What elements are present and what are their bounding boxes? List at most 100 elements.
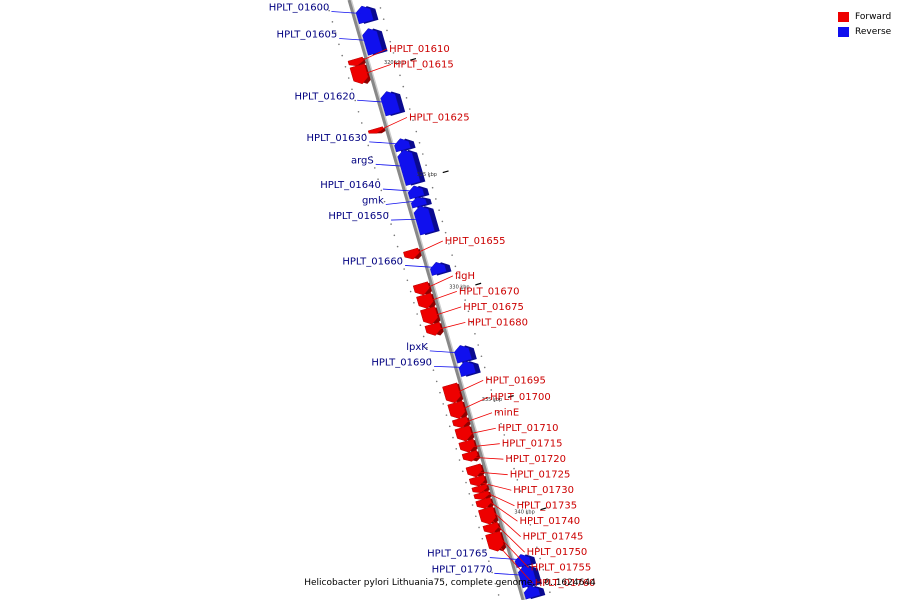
scale-dot — [464, 299, 466, 301]
gene-arrow[interactable] — [413, 205, 436, 236]
scale-tick-label: 320 kbp — [384, 60, 404, 66]
scale-dot — [549, 591, 551, 594]
scale-dot — [419, 324, 422, 327]
scale-tick — [442, 170, 449, 174]
gene-leader-line — [356, 48, 388, 64]
scale-dot — [364, 133, 366, 136]
gene-leader-line — [426, 290, 457, 303]
gene-label: minE — [494, 408, 519, 419]
scale-dot — [448, 425, 451, 428]
gene-leader-line — [405, 265, 436, 268]
gene-arrow[interactable] — [461, 449, 479, 462]
gene-label: HPLT_01745 — [523, 532, 584, 543]
gene-label: HPLT_01750 — [527, 547, 588, 558]
gene-leader-line — [489, 557, 520, 560]
gene-leader-line — [375, 163, 406, 167]
scale-dot — [467, 310, 470, 313]
scale-dot — [396, 245, 399, 248]
scale-dot — [386, 29, 388, 32]
scale-tick — [540, 507, 547, 511]
gene-label: HPLT_01660 — [342, 256, 403, 267]
gene-arrow[interactable] — [407, 185, 425, 200]
gene-leader-line — [412, 240, 443, 256]
gene-arrow[interactable] — [380, 91, 401, 117]
scale-dot — [379, 7, 382, 9]
gene-arrow[interactable] — [451, 416, 469, 428]
gene-arrow[interactable] — [394, 138, 411, 153]
legend-reverse: Reverse — [838, 24, 891, 39]
tick-layer: 320 kbp 325 kbp 330 kbp 335 kbp 340 kbp — [384, 57, 547, 515]
gene-arrow[interactable] — [458, 438, 476, 453]
gene-arrow[interactable] — [355, 5, 374, 25]
scale-dot — [328, 9, 330, 12]
gene-arrow[interactable] — [447, 400, 466, 419]
scale-tick-label: 325 kbp — [417, 172, 437, 178]
scale-dot — [452, 436, 454, 439]
gene-arrow[interactable] — [465, 463, 483, 478]
scale-dot — [439, 391, 441, 394]
gene-leader-line — [468, 443, 500, 448]
gene-label: HPLT_01670 — [459, 286, 520, 297]
scale-tick-label: 335 kbp — [482, 397, 502, 403]
scale-dot — [392, 52, 395, 54]
gene-leader-line — [482, 496, 518, 522]
scale-dot — [451, 254, 453, 256]
scale-dot — [545, 580, 548, 582]
scale-dot — [458, 459, 461, 461]
gene-label: HPLT_01600 — [269, 3, 330, 14]
gene-label: HPLT_01760 — [535, 578, 596, 589]
gene-arrow[interactable] — [471, 483, 488, 494]
gene-arrow[interactable] — [420, 306, 439, 325]
scale-dot — [395, 63, 398, 65]
gene-label: HPLT_01715 — [502, 439, 563, 450]
dot-layer — [328, 7, 551, 596]
gene-leader-line — [376, 117, 408, 132]
gene-leader-line — [480, 489, 515, 507]
gene-arrow[interactable] — [442, 382, 462, 404]
gene-label: HPLT_01605 — [277, 29, 338, 40]
scale-dot — [367, 144, 370, 147]
gene-arrow[interactable] — [454, 425, 473, 442]
scale-dot — [382, 18, 385, 20]
scale-dot — [418, 141, 421, 144]
scale-dot — [490, 389, 493, 391]
gene-arrow[interactable] — [468, 474, 486, 487]
scale-dot — [422, 153, 424, 155]
gene-arrow[interactable] — [454, 345, 473, 364]
gene-label: HPLT_01690 — [371, 357, 432, 368]
scale-dot — [389, 40, 392, 43]
scale-dot — [406, 279, 409, 282]
gene-arrow[interactable] — [397, 149, 421, 186]
scale-dot — [491, 571, 493, 574]
scale-dot — [496, 411, 499, 414]
scale-dot — [503, 434, 506, 436]
gene-arrow[interactable] — [410, 196, 428, 209]
gene-leader-line — [434, 365, 465, 368]
scale-dot — [519, 490, 522, 492]
gene-arrow[interactable] — [429, 261, 447, 276]
scale-dot — [493, 400, 496, 402]
gene-leader-line — [461, 412, 493, 424]
gene-label: HPLT_01675 — [463, 302, 524, 313]
scale-dot — [428, 175, 431, 178]
scale-dot — [409, 290, 412, 293]
scale-dot — [448, 243, 450, 245]
scale-dot — [422, 335, 425, 338]
gene-leader-line — [488, 516, 525, 553]
gene-arrow[interactable] — [424, 321, 442, 336]
scale-dot — [516, 479, 519, 481]
scale-dot — [471, 504, 474, 506]
scale-dot — [509, 456, 512, 459]
gene-leader-line — [491, 528, 529, 568]
gene-arrow[interactable] — [349, 63, 369, 85]
gene-arrow[interactable] — [458, 360, 477, 378]
gene-label: HPLT_01610 — [389, 44, 450, 55]
scale-dot — [444, 231, 447, 234]
gene-label: HPLT_01740 — [519, 516, 580, 527]
gene-leader-line — [382, 188, 413, 192]
gene-arrow[interactable] — [523, 585, 541, 600]
scale-tick-label: 340 kbp — [514, 509, 534, 515]
scale-dot — [403, 268, 405, 270]
scale-dot — [445, 414, 448, 416]
